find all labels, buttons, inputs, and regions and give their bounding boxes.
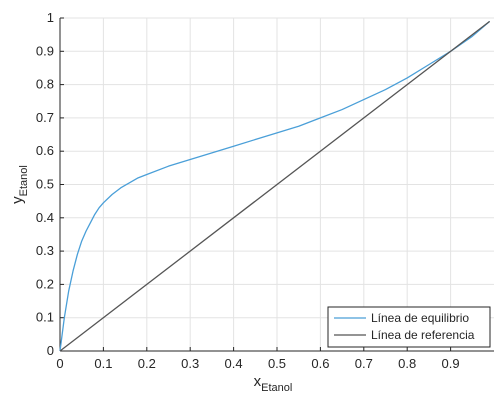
x-axis-label-main: x xyxy=(254,373,262,390)
y-tick-label: 0.4 xyxy=(36,210,54,225)
y-axis-label-main: y xyxy=(9,196,26,204)
y-axis-label-sub: Etanol xyxy=(18,165,30,196)
x-tick-label: 0.2 xyxy=(138,356,156,371)
legend-box xyxy=(327,306,491,348)
legend: Línea de equilibrio Línea de referencia xyxy=(327,306,491,348)
y-tick-label: 0.5 xyxy=(36,177,54,192)
y-tick-label: 0.7 xyxy=(36,110,54,125)
x-tick-label: 0.6 xyxy=(311,356,329,371)
y-tick-label: 0.6 xyxy=(36,143,54,158)
y-tick-label: 1 xyxy=(47,10,54,25)
x-tick-label: 0.8 xyxy=(398,356,416,371)
x-tick-label: 0.3 xyxy=(181,356,199,371)
legend-label: Línea de referencia xyxy=(371,328,475,342)
x-tick-label: 0.5 xyxy=(268,356,286,371)
x-tick-label: 0.1 xyxy=(94,356,112,371)
x-tick-label: 0.7 xyxy=(355,356,373,371)
y-tick-label: 0.1 xyxy=(36,310,54,325)
equilibrium-line xyxy=(59,20,491,352)
y-tick-label: 0.9 xyxy=(36,43,54,58)
x-ticks: 0 0.1 0.2 0.3 0.4 0.5 0.6 0.7 0.8 0.9 xyxy=(56,347,460,371)
x-tick-label: 0.4 xyxy=(225,356,243,371)
y-tick-label: 0.2 xyxy=(36,276,54,291)
x-axis-label: xEtanol xyxy=(254,373,293,394)
x-axis-label-sub: Etanol xyxy=(261,382,292,394)
y-tick-label: 0 xyxy=(47,343,54,358)
x-tick-label: 0 xyxy=(56,356,63,371)
reference-line xyxy=(59,20,491,352)
legend-label: Línea de equilibrio xyxy=(371,311,469,325)
y-axis-label: yEtanol xyxy=(9,165,30,204)
y-ticks: 0 0.1 0.2 0.3 0.4 0.5 0.6 0.7 0.8 0.9 1 xyxy=(36,10,64,358)
y-tick-label: 0.8 xyxy=(36,77,54,92)
x-tick-label: 0.9 xyxy=(442,356,460,371)
y-tick-label: 0.3 xyxy=(36,243,54,258)
